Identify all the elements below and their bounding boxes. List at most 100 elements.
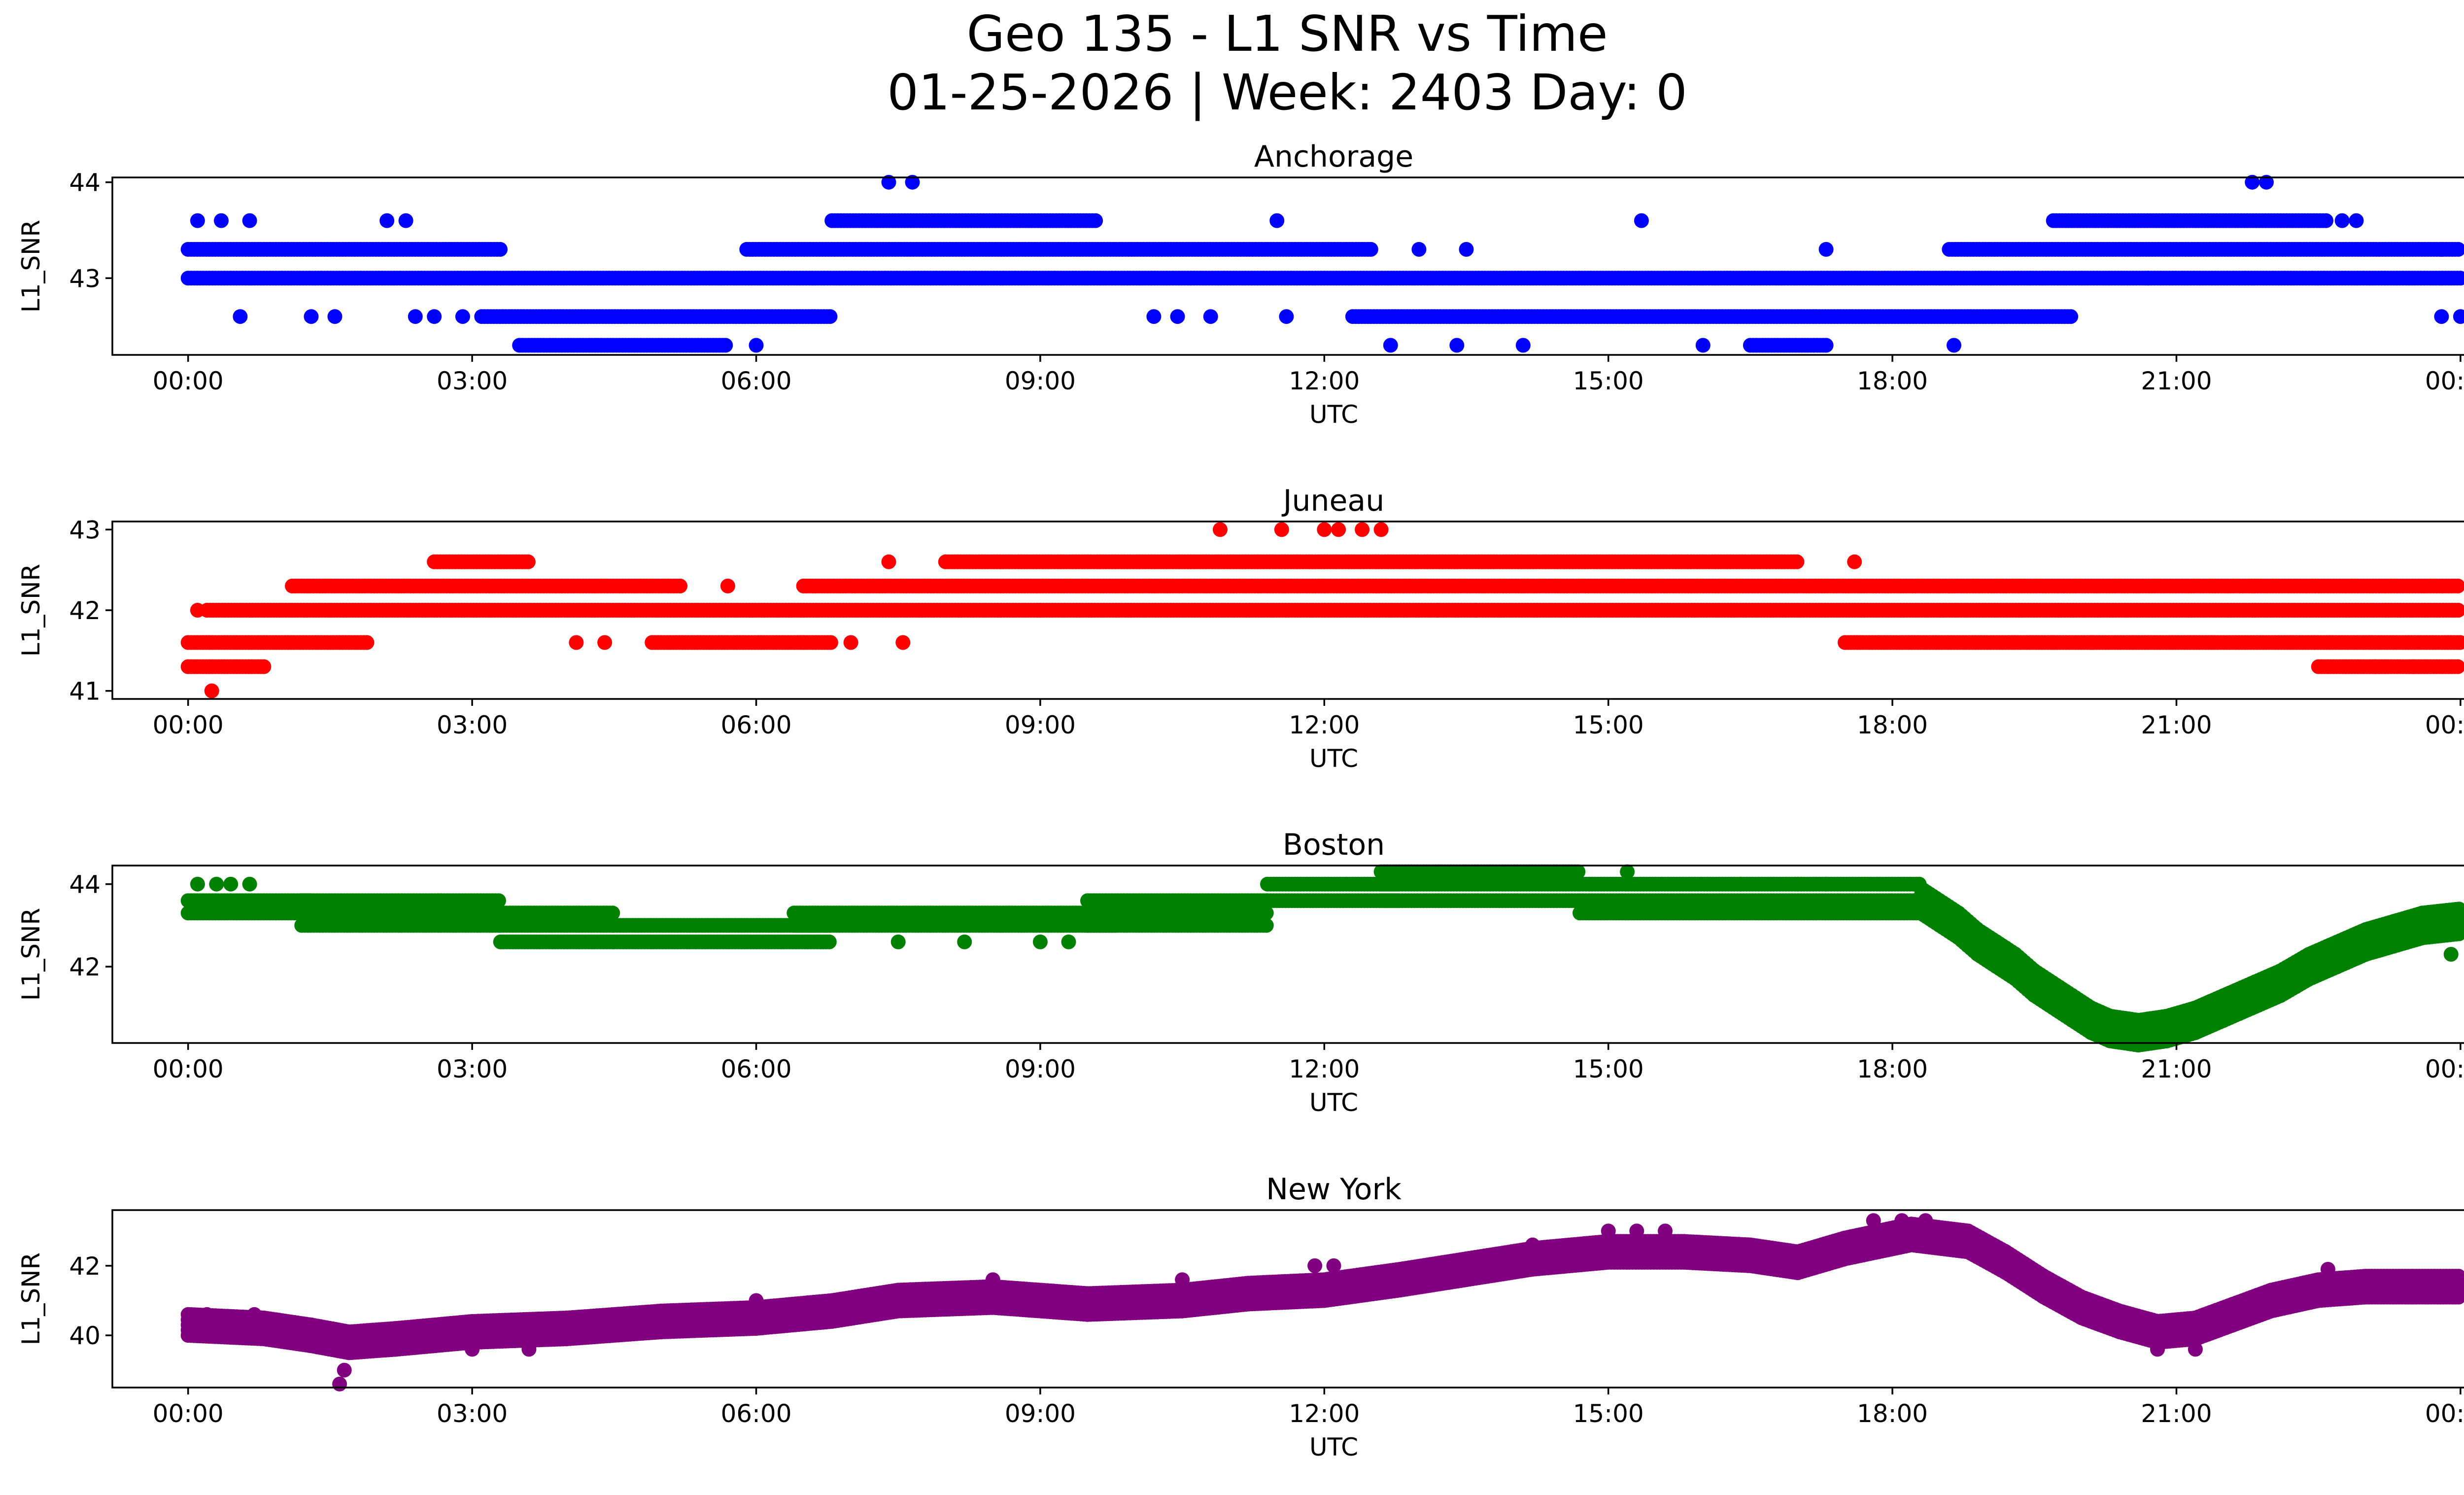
x-tick-label: 03:00: [437, 367, 508, 395]
x-tick-label: 18:00: [1857, 367, 1928, 395]
data-point: [1947, 338, 1961, 353]
data-point: [1363, 242, 1378, 257]
data-point: [1459, 242, 1474, 257]
data-point: [2405, 659, 2421, 674]
data-point: [1032, 603, 1048, 618]
y-axis-label: L1_SNR: [17, 564, 45, 657]
data-point: [673, 578, 687, 593]
figure-title-line2: 01-25-2026 | Week: 2403 Day: 0: [887, 64, 1687, 121]
data-point: [379, 213, 395, 228]
data-point: [2367, 659, 2383, 674]
data-point: [822, 309, 838, 324]
data-point: [190, 213, 205, 228]
data-point: [1468, 603, 1483, 618]
x-tick-label: 15:00: [1573, 711, 1644, 739]
x-tick-label: 00:00: [153, 367, 224, 395]
data-point: [749, 338, 764, 353]
data-point: [2334, 213, 2350, 228]
x-tick-label: 21:00: [2141, 367, 2212, 395]
x-tick-label: 09:00: [1005, 711, 1076, 739]
y-tick-label: 42: [69, 596, 101, 625]
figure-title-line1: Geo 135 - L1 SNR vs Time: [967, 5, 1608, 63]
data-point: [2319, 213, 2333, 228]
data-point: [718, 338, 733, 353]
data-point: [1818, 338, 1834, 353]
data-point: [427, 309, 442, 324]
y-tick-label: 43: [69, 516, 101, 544]
x-tick-label: 00:00: [2425, 711, 2464, 739]
data-point: [304, 309, 319, 324]
y-tick-label: 41: [69, 677, 101, 706]
data-point: [796, 635, 811, 650]
data-point: [242, 213, 257, 228]
data-point: [1515, 338, 1531, 353]
data-point: [256, 659, 272, 674]
y-axis-label: L1_SNR: [17, 220, 45, 313]
data-point: [2434, 309, 2449, 324]
data-point: [1088, 213, 1103, 228]
data-point: [895, 635, 911, 650]
data-points: [180, 174, 2464, 353]
data-point: [190, 603, 205, 618]
data-point: [1634, 213, 1649, 228]
data-point: [1695, 338, 1711, 353]
subplot-title: Juneau: [1281, 484, 1384, 518]
data-point: [1269, 213, 1285, 228]
x-tick-label: 15:00: [1573, 367, 1644, 395]
data-point: [1317, 522, 1332, 537]
data-point: [2349, 213, 2364, 228]
data-point: [1170, 309, 1185, 324]
subplot-0: 00:00 03:00 06:00 09:00 12:00 15:00 18:00 21:00…: [17, 139, 2464, 429]
data-point: [359, 635, 375, 650]
data-point: [823, 635, 838, 650]
data-point: [1847, 554, 1862, 569]
data-point: [1212, 522, 1228, 537]
data-point: [1383, 338, 1398, 353]
data-point: [597, 635, 613, 650]
data-point: [1146, 309, 1162, 324]
data-point: [1789, 554, 1805, 569]
data-point: [398, 213, 413, 228]
y-tick-label: 43: [69, 264, 101, 293]
data-point: [233, 309, 248, 324]
data-point: [843, 635, 858, 650]
data-point: [2434, 242, 2449, 257]
data-point: [1411, 242, 1427, 257]
x-tick-label: 12:00: [1289, 367, 1360, 395]
data-point: [327, 309, 342, 324]
data-point: [1331, 522, 1346, 537]
x-axis-label: UTC: [1309, 744, 1358, 773]
data-point: [1355, 522, 1370, 537]
data-point: [881, 554, 896, 569]
data-point: [493, 242, 508, 257]
data-point: [1373, 522, 1389, 537]
y-tick-label: 44: [69, 169, 101, 197]
data-point: [520, 554, 536, 569]
data-point: [821, 934, 837, 949]
data-point: [1279, 309, 1294, 324]
x-tick-label: 18:00: [1857, 711, 1928, 739]
x-tick-label: 00:00: [2425, 367, 2464, 395]
data-point: [408, 309, 423, 324]
data-point: [1430, 603, 1445, 618]
data-point: [214, 213, 229, 228]
x-axis-label: UTC: [1309, 400, 1358, 429]
subplot-title: Anchorage: [1254, 139, 1413, 174]
data-point: [1274, 522, 1289, 537]
data-point: [455, 309, 470, 324]
data-point: [1449, 338, 1465, 353]
x-tick-label: 00:00: [153, 711, 224, 739]
data-point: [1942, 578, 1957, 593]
subplot-panels: 00:00 03:00 06:00 09:00 12:00 15:00 18:00 21:00…: [17, 139, 2464, 1461]
data-point: [1818, 242, 1834, 257]
data-point: [569, 635, 584, 650]
x-tick-label: 12:00: [1289, 711, 1360, 739]
x-tick-label: 09:00: [1005, 367, 1076, 395]
x-tick-label: 03:00: [437, 711, 508, 739]
data-point: [1203, 309, 1218, 324]
data-point: [2084, 635, 2099, 650]
x-tick-label: 21:00: [2141, 711, 2212, 739]
x-tick-label: 06:00: [720, 367, 791, 395]
data-point: [204, 683, 219, 698]
